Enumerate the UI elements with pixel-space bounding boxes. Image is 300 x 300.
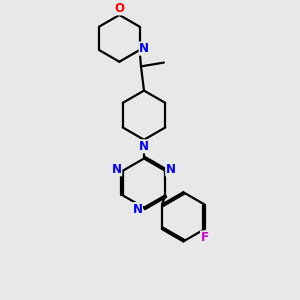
Text: F: F — [201, 231, 208, 244]
Text: N: N — [132, 203, 142, 216]
Text: N: N — [166, 163, 176, 176]
Text: N: N — [112, 163, 122, 176]
Text: N: N — [139, 140, 149, 153]
Text: O: O — [114, 2, 124, 15]
Text: N: N — [139, 42, 149, 55]
